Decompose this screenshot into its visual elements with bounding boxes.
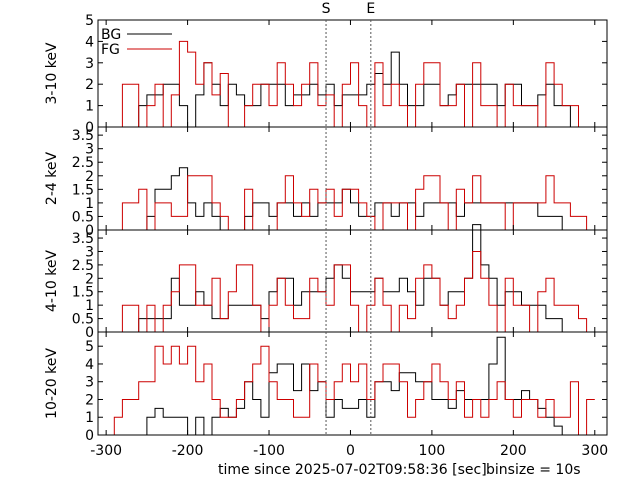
panel-frame — [97, 19, 608, 128]
y-tick-label: 0 — [85, 325, 94, 341]
panel-frame — [97, 331, 608, 436]
y-axis-label: 2-4 keV — [44, 152, 60, 206]
y-tick-label: 1.5 — [72, 182, 94, 198]
x-axis-label: time since 2025-07-02T09:58:36 [sec] — [218, 462, 487, 478]
x-tick-label: -300 — [90, 443, 122, 459]
panel-frame — [97, 126, 608, 231]
x-tick-label: 100 — [419, 443, 446, 459]
x-tick-label: 0 — [346, 443, 355, 459]
series-fg-line — [106, 175, 595, 231]
y-tick-label: 4 — [85, 357, 94, 373]
y-tick-label: 2 — [85, 392, 94, 408]
y-tick-label: 2 — [85, 77, 94, 93]
marker-label-s: S — [322, 1, 331, 17]
y-tick-label: 0 — [85, 223, 94, 239]
x-tick-label: -100 — [253, 443, 285, 459]
y-tick-label: 2.5 — [72, 155, 94, 171]
series-bg-line — [106, 167, 595, 231]
y-tick-label: 3 — [85, 375, 94, 391]
y-tick-label: 3.5 — [72, 231, 94, 247]
x-tick-label: 200 — [500, 443, 527, 459]
y-axis-label: 10-20 keV — [44, 348, 60, 419]
y-tick-label: 3 — [85, 56, 94, 72]
x-tick-label: -200 — [172, 443, 204, 459]
legend-label-fg: FG — [101, 42, 120, 58]
binsize-label: binsize = 10s — [486, 462, 581, 478]
legend-label-bg: BG — [101, 27, 121, 43]
y-tick-label: 0 — [85, 120, 94, 136]
x-axis: -300 -200 -100 0 100 200 300 — [90, 443, 608, 459]
y-tick-label: 1.5 — [72, 285, 94, 301]
marker-label-e: E — [366, 1, 375, 17]
y-axis-label: 3-10 keV — [44, 42, 60, 104]
panel-2-4-kev: 00.511.522.533.5 2-4 keV — [44, 126, 608, 239]
y-tick-label: 0.5 — [72, 312, 94, 328]
y-tick-label: 3 — [85, 142, 94, 158]
y-tick-label: 0.5 — [72, 209, 94, 225]
y-tick-label: 0 — [85, 428, 94, 444]
y-tick-label: 3.5 — [72, 128, 94, 144]
y-tick-label: 4 — [85, 34, 94, 50]
y-tick-label: 2 — [85, 271, 94, 287]
x-tick-label: 300 — [581, 443, 608, 459]
y-axis-label: 4-10 keV — [44, 250, 60, 312]
y-tick-label: 2.5 — [72, 258, 94, 274]
y-tick-label: 3 — [85, 244, 94, 260]
series-fg-line — [106, 345, 595, 436]
panel-3-10-kev: 0 1 2 3 4 5 3-10 keV — [44, 13, 608, 136]
panel-frame — [97, 229, 608, 333]
y-tick-label: 5 — [85, 339, 94, 355]
panel-4-10-kev: 00.511.522.533.54-10 keV — [44, 224, 608, 341]
y-tick-label: 2 — [85, 169, 94, 185]
y-tick-label: 1 — [85, 99, 94, 115]
y-tick-label: 1 — [85, 410, 94, 426]
series-fg-line — [106, 251, 595, 333]
series-bg-line — [106, 224, 595, 333]
y-tick-label: 1 — [85, 196, 94, 212]
y-tick-label: 5 — [85, 13, 94, 29]
y-tick-label: 1 — [85, 298, 94, 314]
